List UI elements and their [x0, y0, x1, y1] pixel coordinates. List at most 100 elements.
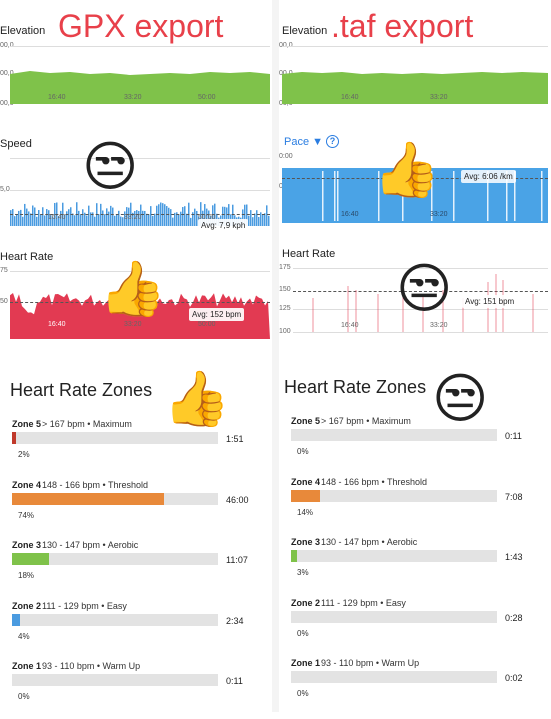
- speed-bar: [144, 210, 146, 226]
- zone-time: 2:34: [226, 615, 244, 626]
- speed-bar: [190, 217, 192, 226]
- speed-bar: [118, 210, 120, 226]
- speed-bar: [80, 214, 82, 226]
- speed-bar: [180, 211, 182, 226]
- zone-row: Zone 3 130 - 147 bpm • Aerobic 1:43 3%: [279, 537, 547, 595]
- elevation-title: Elevation: [0, 25, 46, 37]
- gpx-export-label: GPX export: [58, 8, 224, 44]
- speed-bar: [182, 207, 184, 226]
- zone-time: 1:51: [226, 434, 244, 444]
- zone-name: Zone 3: [291, 537, 321, 547]
- zone-bar-fill: [291, 550, 298, 562]
- speed-bar: [176, 212, 178, 226]
- heart-rate-title: Heart Rate: [0, 251, 54, 263]
- speed-bar: [140, 204, 142, 226]
- pace-gap: [402, 171, 404, 221]
- elevation-title: Elevation: [282, 25, 328, 37]
- zone-percent: 0%: [297, 447, 309, 456]
- speed-bar: [168, 207, 170, 226]
- zone-name: Zone 1: [12, 661, 42, 671]
- speed-bar: [178, 214, 180, 226]
- speed-bar: [226, 207, 228, 226]
- x-tick: 16:40: [48, 321, 66, 328]
- zone-bar-track: [291, 429, 497, 441]
- zone-percent: 2%: [18, 450, 30, 459]
- help-icon[interactable]: ?: [326, 135, 339, 148]
- speed-bar: [114, 215, 116, 226]
- zone-bar-track: [291, 671, 497, 683]
- zone-name: Zone 5: [12, 419, 42, 429]
- speed-bar: [268, 215, 270, 226]
- elevation-y-tick: 00,0: [0, 70, 14, 77]
- x-tick: 16:40: [48, 214, 66, 221]
- speed-bar: [212, 205, 214, 226]
- zone-range: > 167 bpm • Maximum: [321, 416, 411, 426]
- speed-bar: [48, 210, 50, 226]
- heart-rate-area: [10, 293, 270, 339]
- heart-rate-chart: Heart Rate 75 50 16:40 33:20 50:00 Avg: …: [0, 245, 272, 345]
- speed-bar: [28, 211, 30, 226]
- pace-gap: [337, 171, 339, 221]
- zone-row: Zone 2 111 - 129 bpm • Easy 2:34 4%: [0, 601, 268, 659]
- speed-bar: [174, 212, 176, 226]
- speed-bar: [16, 214, 18, 226]
- zone-name: Zone 4: [291, 476, 321, 487]
- zone-percent: 4%: [18, 631, 30, 641]
- zone-row: Zone 1 93 - 110 bpm • Warm Up 0:02 0%: [279, 658, 547, 716]
- speed-bar: [26, 208, 28, 226]
- pace-gap: [334, 171, 336, 221]
- speed-bar: [134, 210, 136, 226]
- zone-percent: 0%: [297, 628, 309, 638]
- zone-range: 111 - 129 bpm • Easy: [42, 600, 127, 611]
- speed-bar: [184, 206, 186, 226]
- zone-bar-fill: [12, 613, 21, 626]
- speed-bar: [32, 205, 34, 226]
- zone-time: 0:11: [226, 676, 243, 686]
- zone-bar-track: [291, 550, 497, 562]
- hr-y-tick: 150: [279, 286, 291, 293]
- hr-y-tick: 50: [0, 298, 8, 305]
- speed-bar: [68, 209, 70, 226]
- pace-dropdown[interactable]: Pace ▼: [284, 136, 323, 148]
- zone-bar-track: [12, 432, 218, 444]
- zone-name: Zone 2: [12, 600, 42, 611]
- speed-bar: [52, 217, 54, 226]
- speed-bar: [20, 209, 22, 226]
- zone-percent: 74%: [18, 510, 35, 520]
- elevation-area: [10, 71, 270, 104]
- speed-bar: [38, 210, 40, 226]
- pace-avg-label: Avg: 6:06 /km: [461, 170, 516, 183]
- x-tick: 33:20: [430, 211, 448, 218]
- zone-bar-track: [12, 613, 218, 626]
- zone-row: Zone 3 130 - 147 bpm • Aerobic 11:07 18%: [0, 540, 268, 598]
- taf-export-column: Elevation 00,0 00,0 00,0 16:40 33:20 Pac…: [279, 0, 551, 712]
- zone-name: Zone 4: [12, 479, 42, 490]
- speed-bar: [202, 210, 204, 226]
- speed-bar: [258, 216, 260, 226]
- zone-range: > 167 bpm • Maximum: [42, 419, 132, 429]
- speed-bar: [112, 207, 114, 226]
- zone-bar-track: [291, 489, 497, 502]
- zone-row: Zone 5 > 167 bpm • Maximum 0:11 0%: [279, 416, 547, 474]
- zone-name: Zone 2: [291, 597, 321, 608]
- zone-range: 130 - 147 bpm • Aerobic: [321, 537, 418, 547]
- speed-bar: [156, 205, 158, 226]
- gridline: [293, 309, 548, 310]
- hr-y-tick: 175: [279, 264, 291, 271]
- speed-bar: [208, 210, 210, 226]
- pace-gap: [453, 171, 455, 221]
- zone-time: 11:07: [226, 555, 248, 565]
- speed-bar: [64, 214, 66, 226]
- speed-bar: [150, 206, 152, 226]
- zone-range: 111 - 129 bpm • Easy: [321, 597, 406, 608]
- speed-bar: [14, 216, 16, 226]
- zone-name: Zone 1: [291, 658, 321, 668]
- zone-time: 7:08: [505, 491, 523, 502]
- thumbs-up-icon: 👍: [373, 138, 441, 201]
- speed-bar: [104, 214, 106, 226]
- zone-bar-track: [12, 674, 218, 686]
- speed-bar: [166, 206, 168, 226]
- speed-bar: [222, 206, 224, 226]
- speed-bar: [46, 209, 48, 226]
- speed-bar: [90, 212, 92, 226]
